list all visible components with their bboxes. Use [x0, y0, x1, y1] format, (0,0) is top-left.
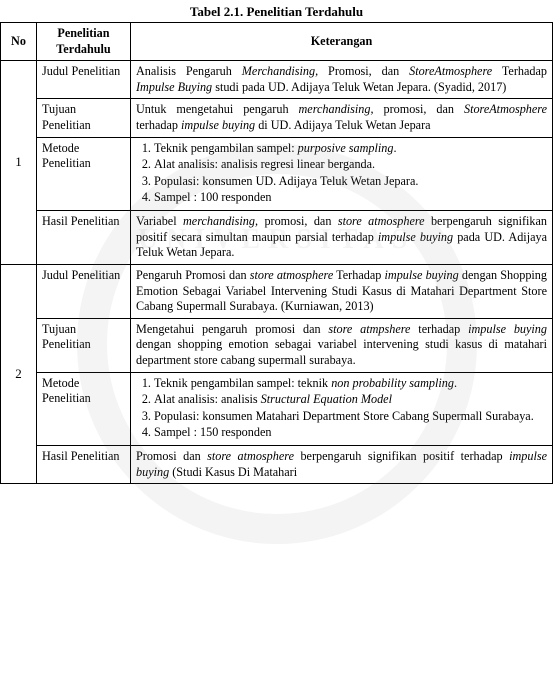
tujuan-text: Mengetahui pengaruh promosi dan store at… [131, 318, 553, 372]
metode-list: Teknik pengambilan sampel: purposive sam… [136, 141, 547, 206]
hasil-text: Promosi dan store atmosphere berpengaruh… [131, 446, 553, 484]
table-row: 1 Judul Penelitian Analisis Pengaruh Mer… [1, 61, 553, 99]
table-caption: Tabel 2.1. Penelitian Terdahulu [0, 0, 553, 22]
header-keterangan: Keterangan [131, 23, 553, 61]
list-item: Alat analisis: analisis Structural Equat… [154, 392, 547, 408]
table-row: Tujuan Penelitian Mengetahui pengaruh pr… [1, 318, 553, 372]
judul-label: Judul Penelitian [37, 61, 131, 99]
tujuan-label: Tujuan Penelitian [37, 99, 131, 137]
metode-label: Metode Penelitian [37, 372, 131, 445]
judul-text: Analisis Pengaruh Merchandising, Promosi… [131, 61, 553, 99]
list-item: Populasi: konsumen UD. Adijaya Teluk Wet… [154, 174, 547, 190]
metode-label: Metode Penelitian [37, 137, 131, 210]
research-table: No Penelitian Terdahulu Keterangan 1 Jud… [0, 22, 553, 484]
list-item: Sampel : 100 responden [154, 190, 547, 206]
table-row: Metode Penelitian Teknik pengambilan sam… [1, 137, 553, 210]
hasil-label: Hasil Penelitian [37, 211, 131, 265]
judul-text: Pengaruh Promosi dan store atmosphere Te… [131, 264, 553, 318]
table-row: Tujuan Penelitian Untuk mengetahui penga… [1, 99, 553, 137]
table-row: Hasil Penelitian Variabel merchandising,… [1, 211, 553, 265]
hasil-label: Hasil Penelitian [37, 446, 131, 484]
table-row: Metode Penelitian Teknik pengambilan sam… [1, 372, 553, 445]
tujuan-label: Tujuan Penelitian [37, 318, 131, 372]
table-header-row: No Penelitian Terdahulu Keterangan [1, 23, 553, 61]
list-item: Teknik pengambilan sampel: teknik non pr… [154, 376, 547, 392]
list-item: Sampel : 150 responden [154, 425, 547, 441]
list-item: Populasi: konsumen Matahari Department S… [154, 409, 547, 425]
no-cell: 1 [1, 61, 37, 265]
judul-label: Judul Penelitian [37, 264, 131, 318]
list-item: Teknik pengambilan sampel: purposive sam… [154, 141, 547, 157]
hasil-text: Variabel merchandising, promosi, dan sto… [131, 211, 553, 265]
table-row: Hasil Penelitian Promosi dan store atmos… [1, 446, 553, 484]
no-cell: 2 [1, 264, 37, 483]
header-penelitian: Penelitian Terdahulu [37, 23, 131, 61]
tujuan-text: Untuk mengetahui pengaruh merchandising,… [131, 99, 553, 137]
metode-text: Teknik pengambilan sampel: teknik non pr… [131, 372, 553, 445]
metode-list: Teknik pengambilan sampel: teknik non pr… [136, 376, 547, 441]
table-row: 2 Judul Penelitian Pengaruh Promosi dan … [1, 264, 553, 318]
metode-text: Teknik pengambilan sampel: purposive sam… [131, 137, 553, 210]
list-item: Alat analisis: analisis regresi linear b… [154, 157, 547, 173]
header-no: No [1, 23, 37, 61]
